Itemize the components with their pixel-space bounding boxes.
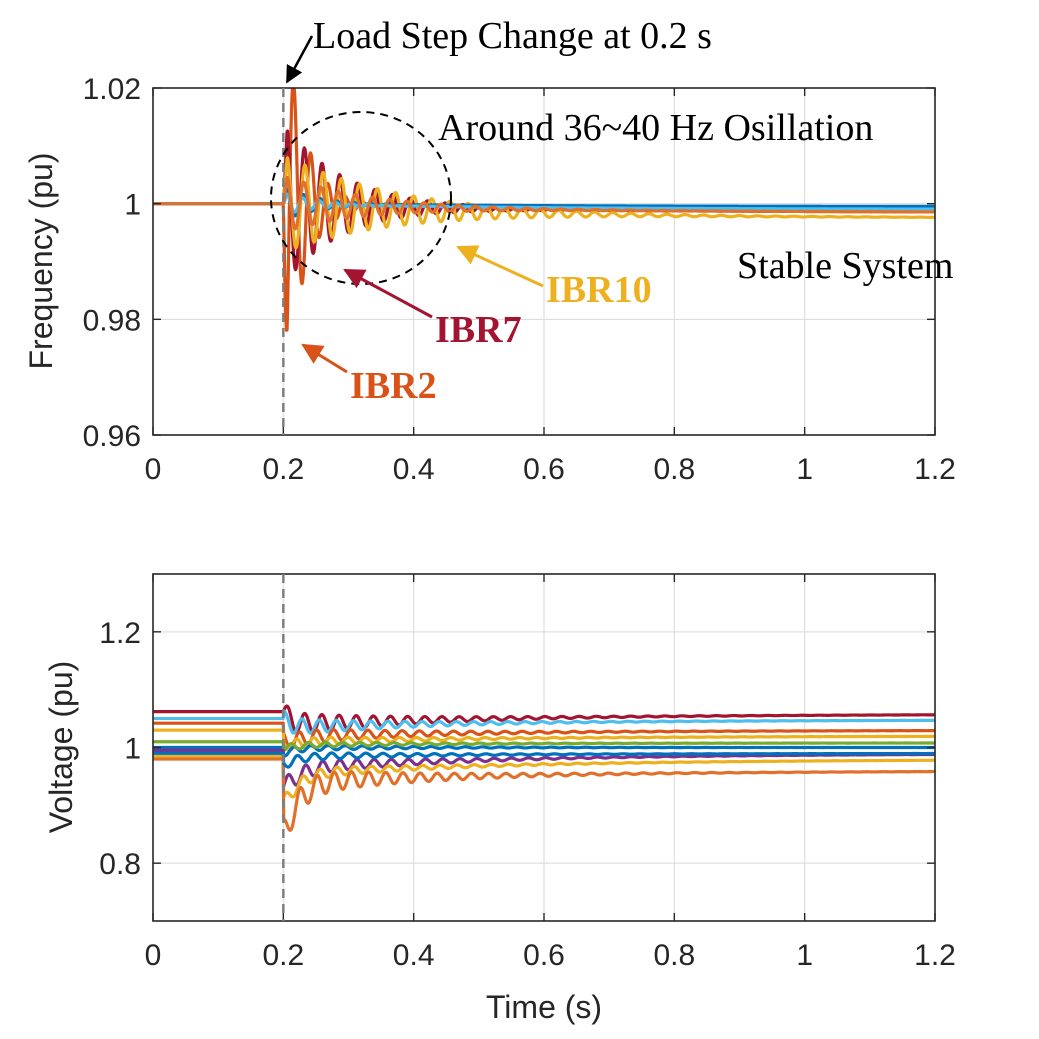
frequency-xtick-label: 0.6 [523,453,565,486]
voltage-xtick-label: 1 [796,939,813,972]
event-label: Load Step Change at 0.2 s [313,15,712,57]
ibr7-label: IBR7 [435,309,522,351]
voltage-xtick-label: 0.4 [393,939,435,972]
voltage-xtick-label: 0.6 [523,939,565,972]
event-arrow [285,35,314,84]
ibr10-arrow [456,245,544,288]
voltage-axes: 0 0.2 0.4 0.6 0.8 1 1.2 0.8 1 1.2 Voltage (pu) Ti… [43,573,956,1025]
frequency-ytick-label: 1 [124,189,141,222]
voltage-xtick-label: 0.2 [262,939,304,972]
frequency-xtick-label: 0.4 [393,453,435,486]
voltage-xtick-label: 0 [145,939,162,972]
ibr7-arrow [343,268,433,319]
voltage-ytick-label: 0.8 [99,848,141,881]
annotations: Load Step Change at 0.2 s Around 36~40 H… [270,15,953,407]
voltage-xtick-label: 1.2 [914,939,956,972]
voltage-ticks: 0 0.2 0.4 0.6 0.8 1 1.2 0.8 1 1.2 [99,574,956,972]
oscillation-label: Around 36~40 Hz Osillation [438,107,873,149]
voltage-ylabel: Voltage (pu) [43,661,79,834]
frequency-xtick-label: 0.8 [653,453,695,486]
voltage-xtick-label: 0.8 [653,939,695,972]
frequency-series-line [153,176,935,231]
frequency-xtick-label: 0.2 [262,453,304,486]
oscillation-circle [270,111,452,285]
voltage-series-line [153,757,935,832]
frequency-ytick-label: 0.96 [83,420,141,453]
frequency-xtick-label: 0 [145,453,162,486]
frequency-xtick-label: 1 [796,453,813,486]
ibr2-arrow [301,343,348,374]
frequency-ticks: 0 0.2 0.4 0.6 0.8 1 1.2 0.96 0.98 1 1.02 [83,73,956,486]
frequency-axes: 0 0.2 0.4 0.6 0.8 1 1.2 0.96 0.98 1 1.02 Frequency… [23,73,956,486]
voltage-ytick-label: 1.2 [99,617,141,650]
voltage-series-line [153,728,935,752]
frequency-xtick-label: 1.2 [914,453,956,486]
ibr2-label: IBR2 [350,365,437,407]
ibr10-label: IBR10 [546,269,652,311]
frequency-ytick-label: 1.02 [83,73,141,106]
frequency-ylabel: Frequency (pu) [23,153,59,370]
stable-system-label: Stable System [737,245,953,287]
voltage-ytick-label: 1 [124,733,141,766]
frequency-ytick-label: 0.98 [83,304,141,337]
time-xlabel: Time (s) [486,989,602,1025]
